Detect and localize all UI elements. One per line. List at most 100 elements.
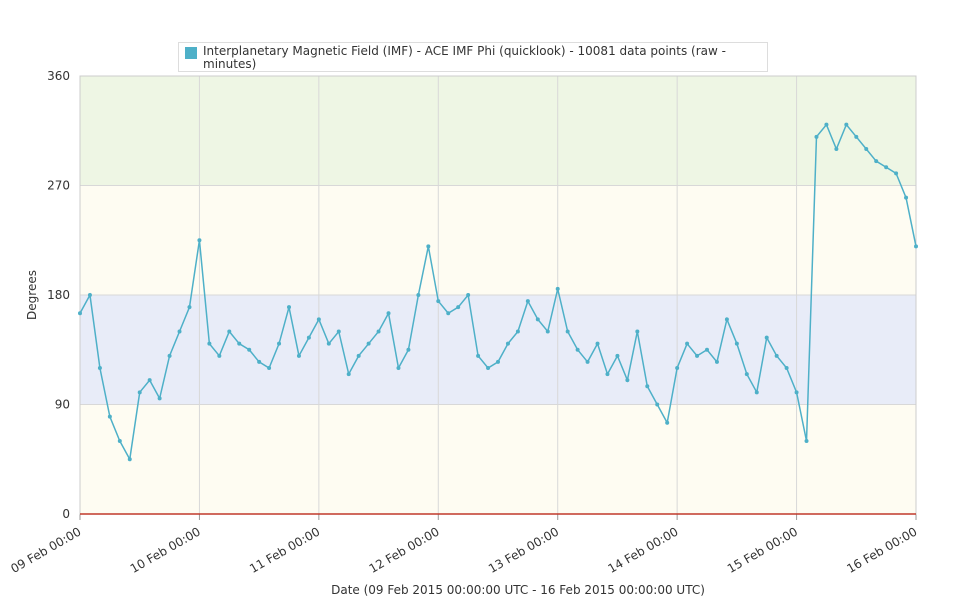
- data-point: [595, 341, 600, 346]
- data-point: [894, 171, 899, 176]
- data-point: [396, 366, 401, 370]
- data-point: [227, 329, 232, 334]
- data-point: [207, 341, 212, 346]
- data-point: [695, 353, 700, 358]
- data-point: [127, 457, 132, 462]
- data-point: [107, 414, 112, 419]
- data-point: [525, 299, 530, 304]
- data-point: [466, 293, 471, 297]
- data-point: [217, 353, 222, 358]
- data-point: [177, 329, 182, 334]
- data-point: [436, 299, 441, 304]
- y-tick-label: 90: [55, 398, 70, 412]
- data-point: [366, 341, 371, 346]
- data-point: [605, 372, 610, 377]
- data-point: [705, 347, 709, 352]
- data-point: [784, 366, 789, 370]
- data-point: [496, 359, 500, 364]
- data-point: [326, 341, 331, 346]
- data-point: [734, 341, 739, 346]
- data-point: [744, 372, 749, 377]
- data-point: [535, 317, 540, 322]
- y-axis-title: Degrees: [25, 270, 39, 320]
- data-point: [426, 244, 431, 249]
- data-point: [764, 335, 769, 340]
- x-tick-label: 14 Feb 00:00: [605, 524, 680, 575]
- data-point: [685, 341, 690, 346]
- data-point: [456, 305, 461, 310]
- data-point: [306, 335, 311, 340]
- data-point: [844, 122, 849, 127]
- y-tick-label: 180: [47, 288, 70, 302]
- data-point: [565, 329, 570, 334]
- plot-band: [80, 404, 916, 514]
- data-point: [346, 372, 351, 377]
- legend-text: Interplanetary Magnetic Field (IMF) - AC…: [203, 44, 726, 71]
- data-point: [754, 390, 759, 395]
- data-point: [416, 293, 421, 297]
- x-axis-title: Date (09 Feb 2015 00:00:00 UTC - 16 Feb …: [331, 583, 705, 597]
- data-point: [336, 329, 341, 334]
- y-tick-label: 270: [47, 179, 70, 193]
- data-point: [625, 378, 630, 383]
- data-point: [376, 329, 381, 334]
- data-point: [635, 329, 640, 334]
- data-point: [914, 244, 918, 249]
- data-point: [277, 341, 282, 346]
- data-point: [247, 347, 252, 352]
- data-point: [834, 147, 839, 151]
- data-point: [615, 353, 620, 358]
- data-point: [655, 402, 660, 407]
- data-point: [386, 311, 391, 316]
- data-point: [675, 366, 680, 370]
- data-point: [147, 378, 152, 383]
- plot-band: [80, 185, 916, 295]
- data-point: [476, 353, 481, 358]
- data-point: [137, 390, 142, 395]
- data-point: [645, 384, 650, 389]
- data-point: [117, 439, 122, 443]
- data-point: [257, 359, 262, 364]
- data-point: [187, 305, 192, 310]
- data-point: [267, 366, 272, 370]
- data-point: [157, 396, 162, 401]
- data-point: [316, 317, 321, 322]
- data-point: [87, 293, 92, 297]
- data-point: [904, 195, 909, 200]
- data-point: [794, 390, 799, 395]
- x-tick-label: 16 Feb 00:00: [844, 524, 919, 575]
- plot-band: [80, 295, 916, 405]
- data-point: [774, 353, 779, 358]
- x-tick-label: 12 Feb 00:00: [367, 524, 442, 575]
- data-point: [884, 165, 889, 170]
- data-point: [555, 286, 560, 291]
- data-point: [874, 159, 879, 164]
- data-point: [804, 439, 809, 443]
- data-point: [78, 311, 82, 316]
- plot-band: [80, 76, 916, 186]
- data-point: [864, 147, 869, 151]
- data-point: [197, 238, 202, 243]
- x-tick-label: 11 Feb 00:00: [247, 524, 322, 575]
- data-point: [824, 122, 829, 127]
- data-point: [486, 366, 491, 370]
- data-point: [515, 329, 520, 334]
- legend[interactable]: Interplanetary Magnetic Field (IMF) - AC…: [178, 42, 768, 72]
- data-point: [854, 134, 859, 139]
- x-tick-label: 09 Feb 00:00: [8, 524, 83, 575]
- x-tick-label: 13 Feb 00:00: [486, 524, 561, 575]
- data-point: [287, 305, 291, 310]
- x-tick-label: 10 Feb 00:00: [128, 524, 203, 575]
- y-tick-label: 360: [47, 69, 70, 83]
- data-point: [167, 353, 172, 358]
- data-point: [585, 359, 590, 364]
- data-point: [714, 359, 719, 364]
- data-point: [575, 347, 580, 352]
- data-point: [724, 317, 729, 322]
- data-point: [814, 134, 819, 139]
- data-point: [356, 353, 361, 358]
- x-tick-label: 15 Feb 00:00: [725, 524, 800, 575]
- data-point: [406, 347, 411, 352]
